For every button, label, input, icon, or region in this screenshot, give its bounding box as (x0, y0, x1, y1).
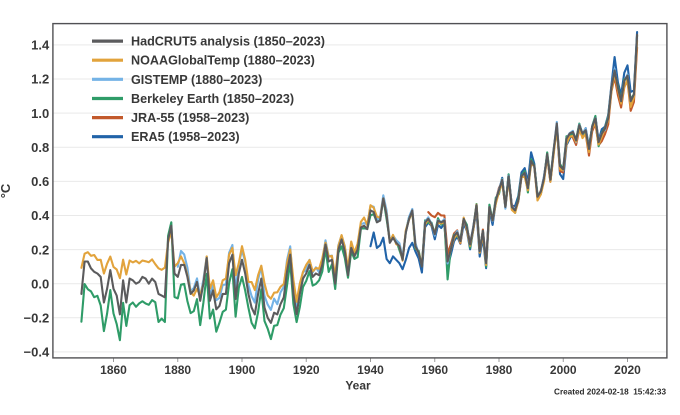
svg-text:−0.2: −0.2 (24, 311, 50, 326)
svg-text:1940: 1940 (357, 363, 384, 377)
svg-text:1880: 1880 (164, 363, 191, 377)
svg-text:JRA-55 (1958–2023): JRA-55 (1958–2023) (131, 111, 249, 125)
svg-text:1.0: 1.0 (31, 106, 49, 121)
svg-text:°C: °C (0, 183, 13, 198)
svg-text:0.8: 0.8 (31, 140, 49, 155)
svg-text:1.4: 1.4 (31, 38, 50, 53)
svg-text:Created 2024-02-18 15:42:33: Created 2024-02-18 15:42:33 (554, 388, 666, 397)
svg-text:0.6: 0.6 (31, 174, 49, 189)
svg-text:1920: 1920 (293, 363, 320, 377)
svg-text:0.2: 0.2 (31, 242, 49, 257)
svg-text:0.0: 0.0 (31, 276, 49, 291)
svg-text:HadCRUT5 analysis (1850–2023): HadCRUT5 analysis (1850–2023) (131, 35, 325, 49)
svg-text:2020: 2020 (614, 363, 641, 377)
svg-text:NOAAGlobalTemp (1880–2023): NOAAGlobalTemp (1880–2023) (131, 54, 315, 68)
svg-text:0.4: 0.4 (31, 208, 50, 223)
svg-text:GISTEMP (1880–2023): GISTEMP (1880–2023) (131, 73, 262, 87)
svg-text:1980: 1980 (486, 363, 513, 377)
svg-text:2000: 2000 (550, 363, 577, 377)
svg-text:1860: 1860 (100, 363, 127, 377)
svg-text:1900: 1900 (229, 363, 256, 377)
svg-text:1960: 1960 (421, 363, 448, 377)
svg-text:ERA5 (1958–2023): ERA5 (1958–2023) (131, 130, 240, 144)
svg-text:Year: Year (345, 379, 371, 393)
svg-text:Berkeley Earth (1850–2023): Berkeley Earth (1850–2023) (131, 92, 294, 106)
svg-text:1.2: 1.2 (31, 72, 49, 87)
svg-text:−0.4: −0.4 (24, 345, 50, 360)
